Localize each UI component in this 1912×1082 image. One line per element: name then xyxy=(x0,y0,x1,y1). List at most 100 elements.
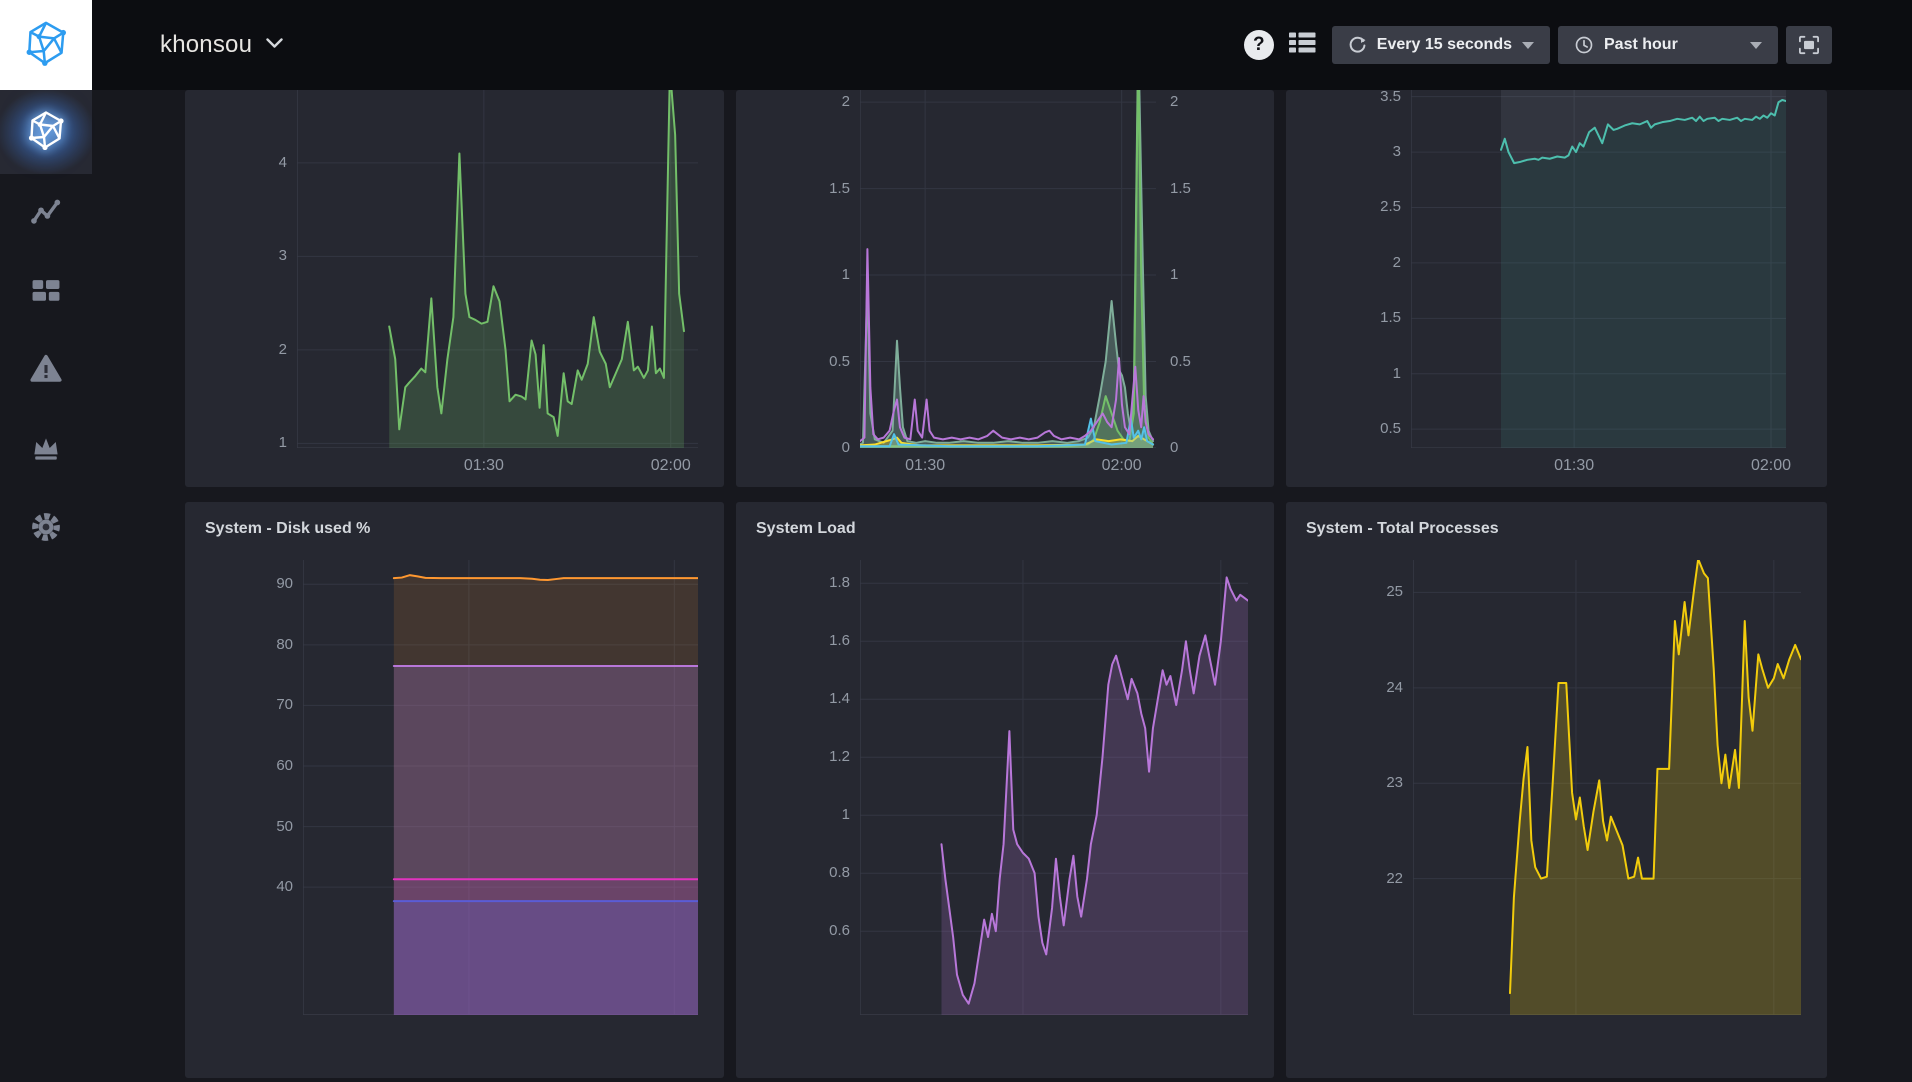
x-tick-label: 01:30 xyxy=(905,457,945,475)
blocks-grid-icon xyxy=(29,273,63,312)
top-navbar: khonsou ? Every 15 seconds xyxy=(92,0,1912,90)
y-tick-label: 1 xyxy=(736,805,850,825)
x-axis-labels: 01:3002:00 xyxy=(1411,448,1786,482)
y-axis-labels: 405060708090 xyxy=(185,560,303,1015)
polyhedron-logo-icon xyxy=(23,20,69,71)
y-tick-label: 23 xyxy=(1286,773,1403,793)
caret-down-icon xyxy=(1750,42,1762,49)
y-tick-label: 1.8 xyxy=(736,573,850,593)
y-tick-label: 0.6 xyxy=(736,921,850,941)
sidebar-item-metrics[interactable] xyxy=(0,174,92,253)
y-tick-label: 2 xyxy=(1170,92,1178,112)
y-tick-label: 0.5 xyxy=(736,352,850,372)
sidebar-item-settings[interactable] xyxy=(0,490,92,569)
time-series-plot[interactable] xyxy=(303,560,698,1015)
y-axis-labels-left: 00.511.52 xyxy=(736,90,860,448)
y-tick-label: 0.5 xyxy=(1170,352,1191,372)
x-axis-labels: 01:30 02:00 xyxy=(297,448,698,482)
polyhedron-network-icon xyxy=(26,110,66,155)
y-tick-label: 0.5 xyxy=(1286,419,1401,439)
time-series-plot[interactable] xyxy=(1411,90,1786,448)
panel-title[interactable]: System - Total Processes xyxy=(1286,502,1827,560)
chart-top-middle: 00.511.52 00.511.52 01:3002:00 xyxy=(736,90,1274,482)
refresh-interval-label: Every 15 seconds xyxy=(1377,36,1512,54)
y-tick-label: 4 xyxy=(185,153,287,173)
y-axis-labels: 0.6 0.8 1 1.2 1.4 1.6 1.8 xyxy=(736,560,860,1015)
chart-system-load: 0.6 0.8 1 1.2 1.4 1.6 1.8 xyxy=(736,560,1274,1049)
y-tick-label: 0.8 xyxy=(736,863,850,883)
y-tick-label: 2 xyxy=(185,340,287,360)
clock-icon xyxy=(1574,35,1594,55)
dashboard-title-dropdown[interactable]: khonsou xyxy=(160,31,283,59)
dashboard-grid: 1234 01:3002:00 00.511.52 00.511.52 01:3… xyxy=(92,90,1912,1082)
chart-top-right: 0.511.522.533.5 01:3002:00 xyxy=(1286,90,1827,482)
y-tick-label: 70 xyxy=(185,695,293,715)
y-tick-label: 1.4 xyxy=(736,689,850,709)
warning-triangle-icon xyxy=(29,352,63,391)
y-axis-labels: 22 23 24 25 xyxy=(1286,560,1413,1015)
x-tick-label: 02:00 xyxy=(651,457,691,475)
x-axis-labels xyxy=(1413,1015,1801,1049)
dashboard-title: khonsou xyxy=(160,31,252,59)
chart-top-left: 1234 01:30 02:00 xyxy=(185,90,724,482)
sidebar-item-alerts[interactable] xyxy=(0,332,92,411)
x-tick-label: 02:00 xyxy=(1102,457,1142,475)
time-series-plot[interactable] xyxy=(860,90,1156,448)
y-tick-label: 3.5 xyxy=(1286,90,1401,107)
y-tick-label: 80 xyxy=(185,635,293,655)
sidebar-item-dashboards[interactable] xyxy=(0,253,92,332)
y-tick-label: 1.5 xyxy=(1286,308,1401,328)
y-tick-label: 60 xyxy=(185,756,293,776)
time-range-label: Past hour xyxy=(1604,36,1678,54)
y-tick-label: 22 xyxy=(1286,869,1403,889)
y-tick-label: 2 xyxy=(1286,253,1401,273)
y-tick-label: 25 xyxy=(1286,582,1403,602)
y-tick-label: 3 xyxy=(1286,142,1401,162)
y-tick-label: 24 xyxy=(1286,678,1403,698)
x-tick-label: 02:00 xyxy=(1751,457,1791,475)
x-tick-label: 01:30 xyxy=(464,457,504,475)
panel-title[interactable]: System - Disk used % xyxy=(185,502,724,560)
sidebar-nav xyxy=(0,90,92,569)
chart-disk-used: 405060708090 xyxy=(185,560,724,1049)
time-series-plot[interactable] xyxy=(297,90,698,448)
y-tick-label: 1 xyxy=(1286,364,1401,384)
panel-title[interactable]: System Load xyxy=(736,502,1274,560)
chevron-down-icon xyxy=(266,36,283,54)
x-axis-labels: 01:30 02:00 xyxy=(860,448,1156,482)
help-button[interactable]: ? xyxy=(1244,30,1274,60)
y-tick-label: 50 xyxy=(185,817,293,837)
y-tick-label: 2.5 xyxy=(1286,197,1401,217)
chart-total-processes: 22 23 24 25 xyxy=(1286,560,1827,1049)
panel-top-right: 0.511.522.533.5 01:3002:00 xyxy=(1286,90,1827,487)
x-axis-labels xyxy=(303,1015,698,1049)
time-series-plot[interactable] xyxy=(1413,560,1801,1015)
app-logo-tile[interactable] xyxy=(0,0,92,90)
fullscreen-icon xyxy=(1798,35,1820,55)
sidebar-item-premium[interactable] xyxy=(0,411,92,490)
gear-icon xyxy=(29,510,63,549)
y-tick-label: 1 xyxy=(736,265,850,285)
time-series-plot[interactable] xyxy=(860,560,1248,1015)
y-tick-label: 1.5 xyxy=(1170,179,1191,199)
question-mark-icon: ? xyxy=(1253,34,1265,56)
panel-top-left: 1234 01:30 02:00 xyxy=(185,90,724,487)
time-range-button[interactable]: Past hour xyxy=(1558,26,1778,64)
y-tick-label: 1.2 xyxy=(736,747,850,767)
refresh-interval-button[interactable]: Every 15 seconds xyxy=(1332,26,1550,64)
crown-icon xyxy=(29,431,63,470)
y-tick-label: 2 xyxy=(736,92,850,112)
sidebar xyxy=(0,0,92,922)
y-axis-labels: 1234 xyxy=(185,90,297,448)
x-tick-label: 01:30 xyxy=(1554,457,1594,475)
fullscreen-button[interactable] xyxy=(1786,26,1832,64)
caret-down-icon xyxy=(1522,42,1534,49)
dashboard-list-button[interactable] xyxy=(1289,31,1316,59)
y-tick-label: 0 xyxy=(736,438,850,458)
sidebar-item-home[interactable] xyxy=(0,90,92,174)
y-tick-label: 1 xyxy=(185,433,287,453)
y-tick-label: 0 xyxy=(1170,438,1178,458)
refresh-icon xyxy=(1348,36,1367,55)
x-axis-labels xyxy=(860,1015,1248,1049)
y-tick-label: 1.6 xyxy=(736,631,850,651)
